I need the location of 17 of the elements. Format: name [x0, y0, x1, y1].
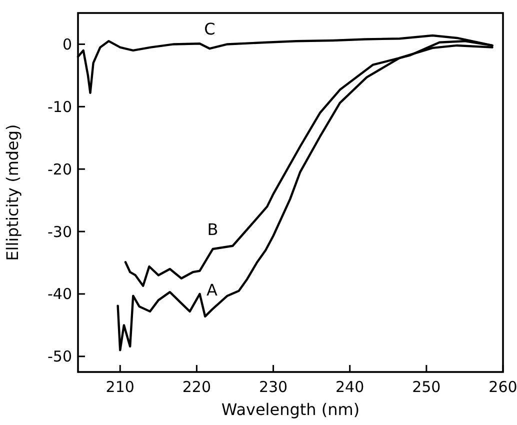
series-label: C [204, 20, 216, 39]
x-tick-label: 210 [106, 378, 134, 396]
x-tick-label: 220 [182, 378, 212, 396]
y-tick-label: -50 [48, 348, 72, 366]
x-tick-label: 230 [258, 378, 288, 396]
x-tick-label: 260 [488, 378, 517, 396]
y-tick-label: -10 [48, 98, 72, 116]
y-tick-label: -40 [48, 285, 72, 304]
y-axis-title: Ellipticity (mdeg) [3, 124, 22, 261]
x-tick-label: 240 [336, 378, 364, 396]
y-tick-label: -30 [48, 222, 72, 241]
y-tick-label: -20 [48, 160, 72, 178]
x-tick-label: 250 [412, 378, 441, 396]
series-label: A [206, 280, 218, 300]
y-tick-label: 0 [62, 35, 72, 54]
x-axis-title: Wavelength (nm) [221, 400, 360, 419]
series-label: B [207, 220, 218, 240]
